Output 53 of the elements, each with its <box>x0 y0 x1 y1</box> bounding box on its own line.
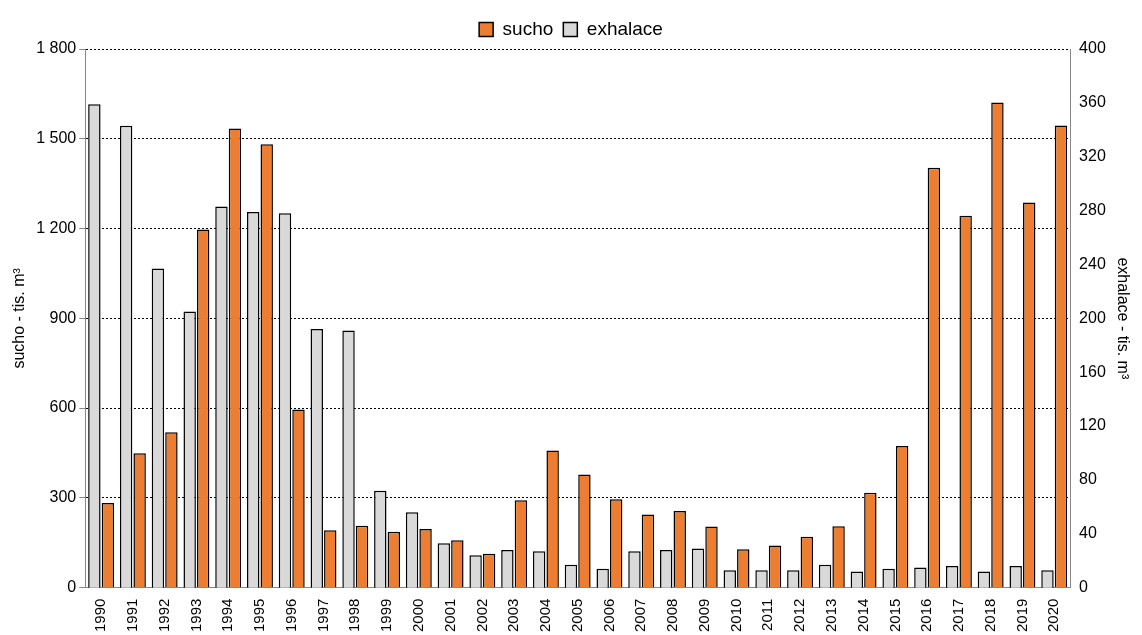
y-tick-label: 1 500 <box>36 129 77 147</box>
x-tick-label: 2017 <box>949 598 967 633</box>
x-tick-label: 1991 <box>123 598 141 633</box>
x-tick-label: 1992 <box>154 598 172 633</box>
x-tick-label: 2011 <box>758 598 776 631</box>
x-tick-label: 2012 <box>790 598 808 633</box>
x-tick-label: 2014 <box>853 598 871 633</box>
x-tick-label: 2010 <box>726 598 744 633</box>
y2-tick-label: 200 <box>1079 308 1106 326</box>
x-tick-label: 2003 <box>504 598 522 633</box>
x-tick-label: 2005 <box>567 598 585 633</box>
legend-label: sucho <box>502 17 554 39</box>
y2-tick-label: 160 <box>1079 362 1106 380</box>
x-tick-label: 2007 <box>631 598 649 633</box>
x-tick-label: 2009 <box>694 598 712 633</box>
x-tick-label: 2013 <box>821 598 839 633</box>
y-tick-label: 1 800 <box>36 39 77 57</box>
y-tick-label: 1 200 <box>36 218 77 236</box>
y-tick-label: 600 <box>49 398 77 416</box>
x-tick-label: 2020 <box>1044 598 1062 633</box>
x-tick-label: 1997 <box>313 598 331 633</box>
y2-tick-label: 320 <box>1079 147 1106 165</box>
x-tick-label: 2000 <box>408 598 426 633</box>
x-tick-label: 2004 <box>536 598 554 633</box>
y2-tick-label: 280 <box>1079 201 1106 218</box>
x-tick-label: 1994 <box>218 598 236 633</box>
y2-axis-title: exhalace - tis. m³ <box>1114 257 1132 380</box>
y-tick-label: 900 <box>49 308 77 326</box>
x-tick-label: 2006 <box>599 598 617 633</box>
x-tick-label: 1990 <box>91 598 109 633</box>
legend-label: exhalace <box>586 17 663 39</box>
x-tick-label: 1998 <box>345 598 363 633</box>
x-tick-label: 2019 <box>1012 598 1030 633</box>
y2-tick-label: 240 <box>1079 254 1106 272</box>
x-tick-label: 1999 <box>377 598 395 633</box>
y2-tick-label: 80 <box>1079 470 1097 488</box>
y-axis-title: sucho - tis. m³ <box>10 267 28 369</box>
x-tick-label: 1993 <box>186 598 204 633</box>
y2-tick-label: 360 <box>1079 93 1106 111</box>
x-tick-label: 2001 <box>440 598 458 633</box>
x-tick-label: 2016 <box>917 598 935 633</box>
x-tick-label: 1995 <box>250 598 268 633</box>
y2-tick-label: 400 <box>1079 39 1106 57</box>
x-tick-label: 2018 <box>980 598 998 633</box>
y-tick-label: 300 <box>49 488 77 506</box>
x-tick-label: 2015 <box>885 598 903 633</box>
x-tick-label: 2008 <box>663 598 681 633</box>
x-tick-label: 1996 <box>281 598 299 633</box>
y2-tick-label: 40 <box>1079 524 1097 542</box>
x-tick-label: 2002 <box>472 598 490 633</box>
y2-tick-label: 120 <box>1079 416 1106 434</box>
y2-tick-label: 0 <box>1079 578 1089 596</box>
y-tick-label: 0 <box>67 578 77 596</box>
